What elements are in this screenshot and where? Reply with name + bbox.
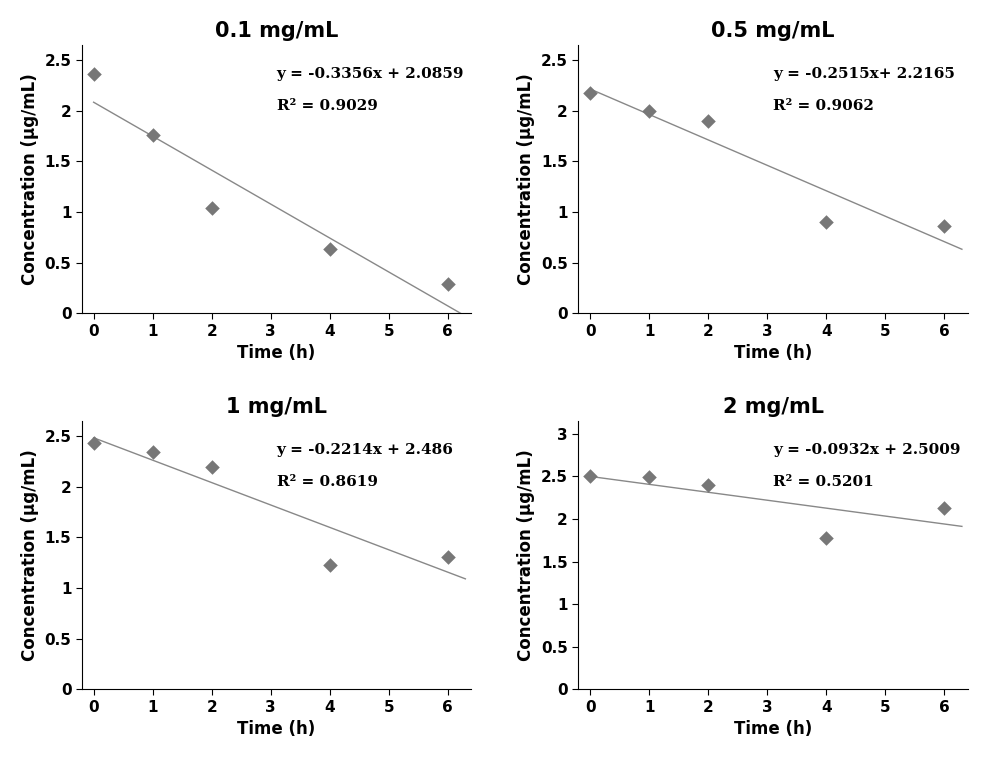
Point — [818, 216, 834, 228]
Point — [440, 550, 456, 562]
Text: y = -0.3356x + 2.0859: y = -0.3356x + 2.0859 — [277, 67, 464, 80]
Point — [86, 437, 102, 449]
Point — [700, 115, 716, 127]
Point — [145, 446, 161, 458]
Point — [582, 87, 598, 99]
Point — [86, 68, 102, 80]
Point — [936, 502, 952, 514]
X-axis label: Time (h): Time (h) — [237, 720, 316, 739]
Point — [322, 244, 338, 256]
Title: 2 mg/mL: 2 mg/mL — [723, 397, 824, 417]
Text: R² = 0.8619: R² = 0.8619 — [277, 475, 378, 489]
Y-axis label: Concentration (μg/mL): Concentration (μg/mL) — [517, 449, 535, 661]
Text: R² = 0.5201: R² = 0.5201 — [773, 475, 874, 489]
Point — [641, 105, 657, 117]
X-axis label: Time (h): Time (h) — [734, 720, 812, 739]
Title: 1 mg/mL: 1 mg/mL — [226, 397, 327, 417]
Text: y = -0.2515x+ 2.2165: y = -0.2515x+ 2.2165 — [773, 67, 955, 80]
Text: y = -0.2214x + 2.486: y = -0.2214x + 2.486 — [277, 442, 453, 457]
Point — [818, 532, 834, 544]
X-axis label: Time (h): Time (h) — [734, 344, 812, 362]
Point — [936, 220, 952, 232]
Text: R² = 0.9029: R² = 0.9029 — [277, 99, 377, 113]
Point — [204, 461, 220, 473]
Title: 0.5 mg/mL: 0.5 mg/mL — [711, 20, 835, 41]
Text: y = -0.0932x + 2.5009: y = -0.0932x + 2.5009 — [773, 442, 961, 457]
Y-axis label: Concentration (μg/mL): Concentration (μg/mL) — [517, 74, 535, 285]
Text: R² = 0.9062: R² = 0.9062 — [773, 99, 874, 113]
Title: 0.1 mg/mL: 0.1 mg/mL — [215, 20, 338, 41]
Point — [145, 129, 161, 141]
Point — [204, 202, 220, 214]
Point — [582, 470, 598, 482]
Point — [641, 471, 657, 483]
X-axis label: Time (h): Time (h) — [237, 344, 316, 362]
Point — [440, 278, 456, 290]
Point — [322, 559, 338, 571]
Y-axis label: Concentration (μg/mL): Concentration (μg/mL) — [21, 74, 39, 285]
Point — [700, 479, 716, 491]
Y-axis label: Concentration (μg/mL): Concentration (μg/mL) — [21, 449, 39, 661]
